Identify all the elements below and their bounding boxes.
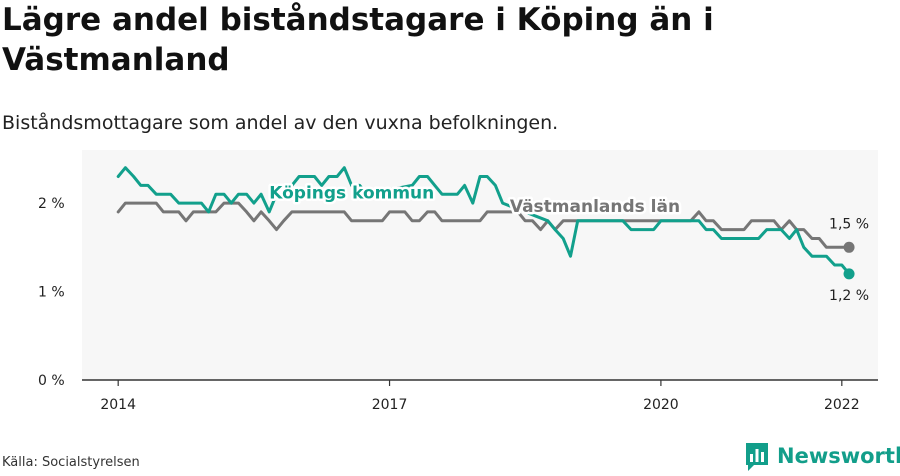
newsworthy-icon (745, 442, 769, 471)
x-tick-label: 2022 (824, 397, 860, 413)
x-tick-label: 2014 (100, 397, 136, 413)
x-tick-label: 2017 (372, 397, 408, 413)
source-note: Källa: Socialstyrelsen (2, 455, 140, 470)
chart-title: Lägre andel biståndstagare i Köping än i… (2, 2, 714, 78)
koping-line (116, 166, 851, 276)
plot-area (82, 150, 878, 380)
x-tick-label: 2020 (643, 397, 679, 413)
vastmanland-end-marker (843, 241, 855, 253)
brand-name: Newsworthy (777, 444, 900, 468)
y-tick-label: 1 % (38, 285, 65, 301)
vastmanland-end-label: 1,5 % (829, 216, 869, 232)
vastmanland-series-label: Västmanlands län (510, 197, 680, 217)
chart-subtitle: Biståndsmottagare som andel av den vuxna… (2, 112, 559, 134)
koping-end-label: 1,2 % (829, 288, 869, 304)
y-tick-label: 2 % (38, 196, 65, 212)
koping-series-label: Köpings kommun (269, 184, 434, 204)
newsworthy-logo: Newsworthy (745, 442, 900, 471)
koping-end-marker (843, 268, 855, 280)
y-tick-label: 0 % (38, 373, 65, 389)
vastmanland-line (116, 201, 851, 249)
